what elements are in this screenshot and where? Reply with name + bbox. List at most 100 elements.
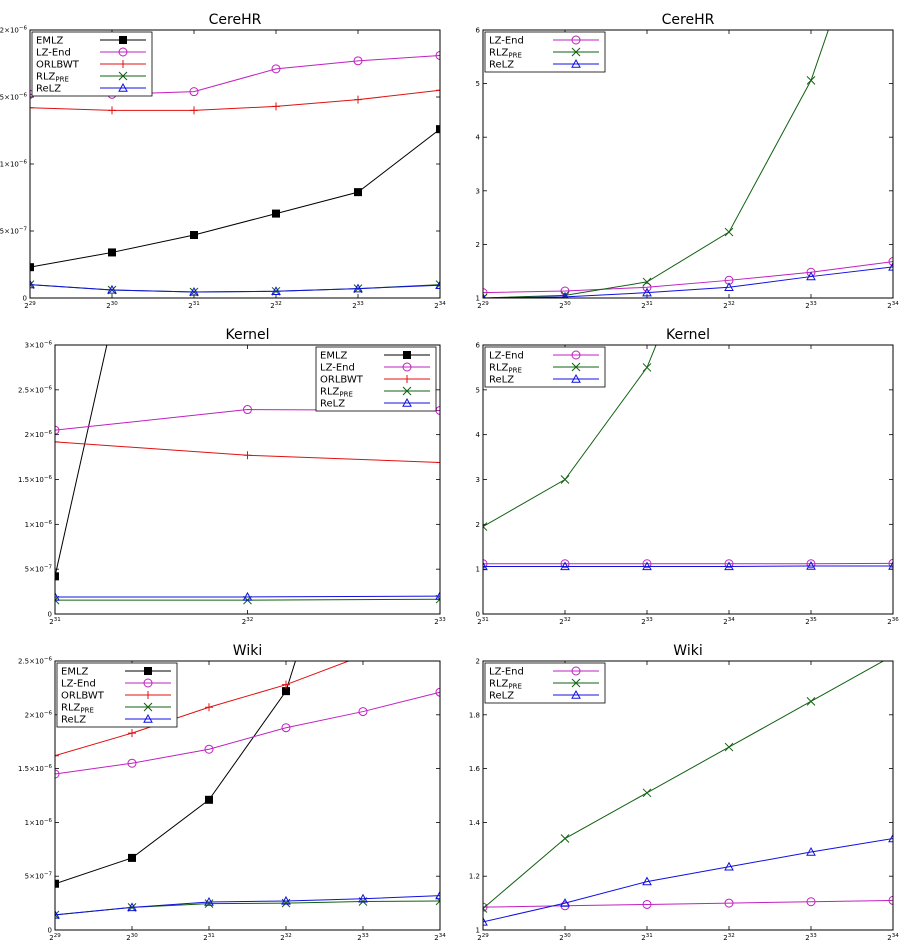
y-tick-label: 4 bbox=[476, 134, 481, 142]
x-tick-label-2^33: 233 bbox=[641, 617, 653, 626]
data-point bbox=[55, 751, 59, 760]
data-point bbox=[189, 87, 199, 97]
data-point bbox=[436, 86, 440, 95]
legend-swatch-marker bbox=[571, 666, 581, 676]
data-point bbox=[435, 591, 440, 600]
series-line bbox=[55, 895, 440, 916]
data-point bbox=[483, 561, 488, 571]
data-point bbox=[128, 729, 136, 738]
data-point bbox=[724, 861, 734, 871]
data-point bbox=[55, 769, 60, 779]
data-point bbox=[483, 288, 488, 298]
y-tick-label: 3×10−6 bbox=[25, 341, 53, 350]
legend-swatch-marker bbox=[119, 36, 127, 44]
data-point bbox=[435, 280, 440, 289]
data-point bbox=[483, 522, 488, 531]
data-point bbox=[108, 248, 116, 257]
data-point bbox=[888, 261, 893, 271]
data-point bbox=[190, 106, 198, 115]
data-point bbox=[353, 283, 363, 293]
data-point bbox=[108, 106, 116, 115]
series-line bbox=[483, 838, 893, 923]
data-point bbox=[354, 188, 362, 197]
data-point bbox=[128, 853, 136, 862]
series-orlbwt bbox=[30, 86, 440, 115]
x-tick-label-2^34: 234 bbox=[434, 933, 446, 942]
y-tick-label: 1.5×10−6 bbox=[18, 475, 53, 484]
plot-area bbox=[483, 661, 893, 926]
y-tick-label: 3 bbox=[476, 187, 480, 195]
data-point bbox=[30, 280, 35, 289]
legend-swatch-marker bbox=[403, 375, 411, 383]
data-point bbox=[204, 744, 214, 754]
series-rlz_pre bbox=[483, 661, 885, 913]
data-point bbox=[483, 904, 488, 913]
data-point bbox=[888, 895, 893, 905]
x-tick-label-2^33: 233 bbox=[805, 301, 817, 310]
x-tick-label-2^31: 231 bbox=[188, 301, 199, 310]
series-line bbox=[483, 261, 893, 294]
data-point bbox=[560, 561, 570, 571]
series-line bbox=[55, 691, 440, 775]
legend-swatch-marker bbox=[118, 71, 128, 81]
data-point bbox=[806, 76, 816, 85]
legend-label-relz: ReLZ bbox=[61, 715, 86, 726]
legend-label-lz-end: LZ-End bbox=[61, 679, 96, 690]
data-point bbox=[190, 231, 198, 240]
series-line bbox=[30, 284, 440, 293]
x-tick-label-2^35: 235 bbox=[805, 617, 817, 626]
data-point bbox=[272, 102, 280, 111]
plot-frame bbox=[29, 29, 441, 299]
legend-label-relz: ReLZ bbox=[489, 60, 514, 71]
data-point bbox=[642, 363, 652, 372]
data-point bbox=[435, 890, 440, 900]
data-point bbox=[107, 284, 117, 294]
legend-swatch-marker bbox=[144, 691, 152, 699]
data-point bbox=[642, 876, 652, 886]
y-tick-label: 1 bbox=[476, 295, 480, 303]
data-point bbox=[55, 425, 60, 435]
x-tick-label-2^32: 232 bbox=[559, 617, 570, 626]
y-tick-label: 2×10−6 bbox=[25, 710, 53, 719]
legend-swatch-marker bbox=[571, 350, 581, 360]
legend-swatch-marker bbox=[571, 678, 581, 688]
legend-label-emlz: EMLZ bbox=[320, 351, 348, 362]
data-point bbox=[724, 561, 734, 571]
data-point bbox=[243, 405, 252, 415]
x-tick-label-2^33: 233 bbox=[434, 617, 446, 626]
chart-panel-6: Wiki 229 230 231 232 233 234 1 1.2 1.4 1.6 1.8 2 LZ-E… bbox=[469, 643, 899, 942]
data-point bbox=[642, 277, 652, 287]
plot-area bbox=[55, 661, 440, 920]
data-point bbox=[642, 788, 652, 798]
legend-swatch-marker bbox=[118, 82, 128, 92]
data-point bbox=[483, 916, 488, 926]
y-tick-label: 2 bbox=[476, 241, 480, 249]
y-tick-label: 2 bbox=[476, 521, 480, 529]
data-point bbox=[271, 286, 281, 295]
series-line bbox=[483, 30, 829, 298]
y-tick-label: 5 bbox=[476, 80, 480, 88]
legend-label-lz-end: LZ-End bbox=[489, 667, 524, 678]
chart-panel-1: CereHR 229 230 231 232 233 234 0 5×10−7 1×10−6 1.5… bbox=[0, 12, 446, 310]
data-point bbox=[281, 895, 291, 905]
data-point bbox=[435, 687, 440, 697]
chart-title: Wiki bbox=[233, 643, 262, 659]
data-point bbox=[205, 703, 213, 712]
y-tick-label: 2 bbox=[476, 658, 480, 666]
data-point bbox=[642, 559, 652, 569]
data-point bbox=[888, 558, 893, 568]
legend-label-relz: ReLZ bbox=[320, 399, 345, 410]
data-point bbox=[435, 50, 440, 60]
legend-swatch-marker bbox=[403, 351, 411, 359]
series-lz-end bbox=[483, 558, 893, 569]
plot-area bbox=[483, 345, 893, 571]
series-line bbox=[55, 595, 440, 598]
plot-frame bbox=[482, 344, 894, 615]
legend-label-lz-end: LZ-End bbox=[489, 36, 524, 47]
data-point bbox=[724, 282, 734, 291]
